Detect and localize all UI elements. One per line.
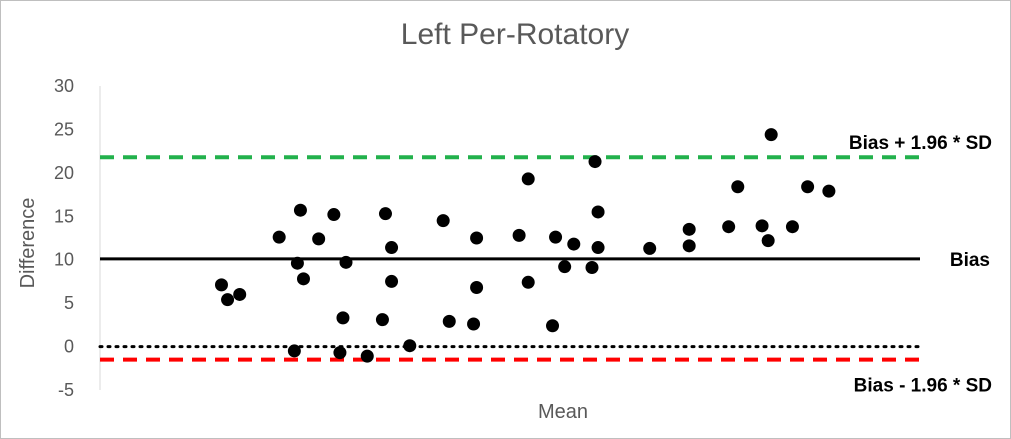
y-tick-label: 25 [54, 119, 74, 139]
data-point [403, 339, 417, 353]
data-point [585, 261, 599, 275]
data-point [470, 281, 484, 295]
data-point [442, 314, 456, 328]
data-point [467, 317, 481, 331]
reference-line-label: Bias + 1.96 * SD [849, 133, 992, 154]
data-point [761, 234, 775, 248]
data-point [731, 180, 745, 194]
y-axis-title: Difference [17, 198, 39, 289]
data-point [546, 319, 560, 333]
data-point [221, 293, 235, 307]
data-point [591, 205, 605, 219]
data-points [214, 128, 836, 363]
data-point [287, 344, 301, 358]
data-point [549, 230, 563, 244]
data-point [378, 207, 392, 221]
reference-lines [98, 155, 922, 362]
data-point [375, 313, 389, 327]
data-point [588, 155, 602, 169]
data-point [360, 349, 374, 363]
data-point [296, 272, 310, 286]
data-point [558, 260, 572, 274]
data-point [312, 232, 326, 246]
y-tick-labels: 30 25 20 15 10 5 0 -5 [54, 76, 74, 400]
data-point [470, 231, 484, 245]
data-point [682, 222, 696, 236]
data-point [327, 208, 341, 222]
data-point [290, 256, 304, 270]
data-point [755, 219, 769, 233]
data-point [521, 172, 535, 186]
data-point [521, 275, 535, 289]
y-tick-label: 10 [54, 250, 74, 270]
data-point [567, 237, 581, 251]
data-point [512, 228, 526, 242]
data-point [801, 180, 815, 194]
y-tick-label: 20 [54, 163, 74, 183]
data-point [293, 203, 307, 217]
x-axis-title: Mean [538, 401, 588, 423]
y-tick-label: 15 [54, 206, 74, 226]
data-point [643, 241, 657, 255]
reference-line-label: Bias - 1.96 * SD [854, 376, 992, 397]
y-tick-label: 30 [54, 76, 74, 96]
data-point [722, 220, 736, 234]
data-point [272, 230, 286, 244]
data-point [764, 128, 778, 142]
y-tick-label: 5 [64, 293, 74, 313]
data-point [385, 241, 399, 255]
data-point [385, 274, 399, 288]
data-point [339, 255, 353, 269]
data-point [436, 214, 450, 228]
data-point [682, 239, 696, 253]
reference-line-labels: Bias + 1.96 * SD Bias Bias - 1.96 * SD [849, 133, 992, 396]
y-tick-label: 0 [64, 337, 74, 357]
data-point [785, 220, 799, 234]
data-point [336, 311, 350, 325]
data-point [214, 278, 228, 292]
data-point [233, 287, 247, 301]
chart-title: Left Per-Rotatory [401, 18, 629, 51]
data-point [333, 346, 347, 360]
y-tick-label: -5 [58, 380, 74, 400]
data-point [822, 184, 836, 198]
reference-line-label: Bias [950, 250, 990, 271]
data-point [591, 241, 605, 255]
